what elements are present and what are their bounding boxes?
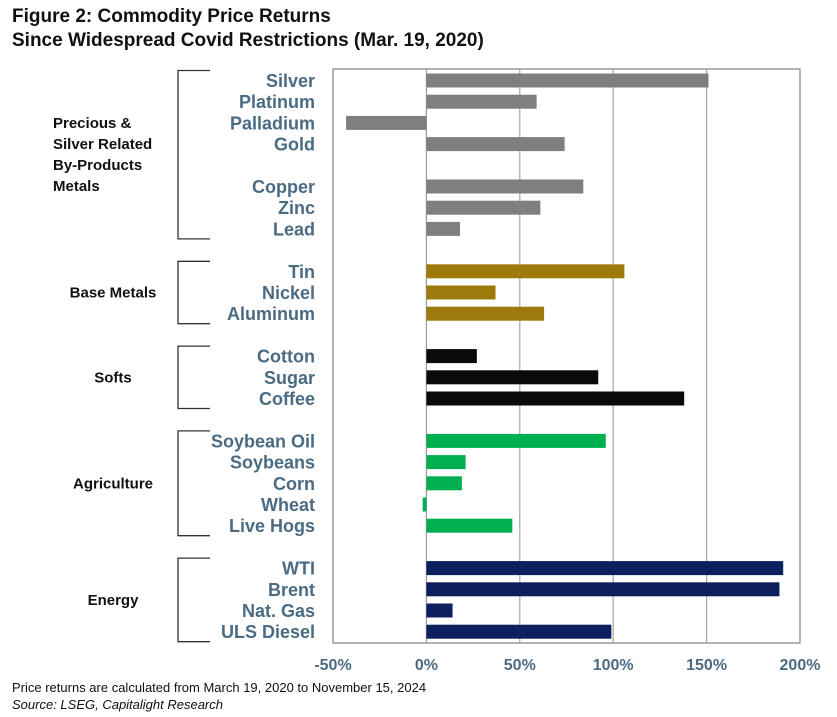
category-label: Corn	[273, 474, 315, 494]
category-label: Lead	[273, 219, 315, 239]
bar	[426, 391, 685, 406]
group-label-line: Metals	[53, 178, 100, 195]
chart-subtitle: Since Widespread Covid Restrictions (Mar…	[12, 30, 484, 51]
category-label: Tin	[288, 262, 315, 282]
category-label: Coffee	[259, 389, 315, 409]
x-tick-label: 150%	[686, 657, 727, 674]
bar	[426, 518, 513, 533]
group-label-line: Precious &	[53, 115, 132, 132]
group-label-line: By-Products	[53, 157, 142, 174]
bar	[426, 285, 496, 300]
group-label: Softs	[94, 369, 132, 386]
group-label-line: Agriculture	[73, 475, 153, 492]
group-label-line: Energy	[88, 592, 140, 609]
bar	[426, 370, 599, 385]
group-bracket	[177, 430, 210, 537]
footnote: Price returns are calculated from March …	[12, 680, 427, 695]
category-label: Nat. Gas	[242, 601, 315, 621]
category-label: Palladium	[230, 113, 315, 133]
group-label-line: Base Metals	[70, 285, 157, 302]
bar	[426, 603, 453, 618]
group-label: Energy	[88, 592, 140, 609]
x-tick-label: 50%	[504, 657, 536, 674]
category-label: Gold	[274, 135, 315, 155]
bar	[426, 455, 466, 470]
group-label: Agriculture	[73, 475, 153, 492]
x-tick-label: 200%	[780, 657, 821, 674]
category-label: Aluminum	[227, 304, 315, 324]
bar	[426, 349, 477, 364]
bar	[426, 433, 606, 448]
category-label: Soybean Oil	[211, 431, 315, 451]
bar	[426, 73, 709, 88]
category-label: Zinc	[278, 198, 315, 218]
bar	[426, 200, 541, 215]
bar	[426, 137, 565, 152]
x-tick-label: 100%	[593, 657, 634, 674]
category-label: Soybeans	[230, 453, 315, 473]
bar	[426, 476, 462, 491]
category-label: Cotton	[257, 347, 315, 367]
group-bracket	[177, 345, 210, 410]
category-label: Wheat	[261, 495, 315, 515]
group-bracket	[177, 69, 210, 240]
category-label: Nickel	[262, 283, 315, 303]
bar	[346, 115, 427, 130]
category-label: Live Hogs	[229, 516, 315, 536]
group-label-line: Softs	[94, 369, 132, 386]
bar	[426, 561, 784, 576]
plot-frame	[332, 68, 801, 644]
category-label: WTI	[282, 559, 315, 579]
category-label: ULS Diesel	[221, 622, 315, 642]
category-label: Silver	[266, 71, 315, 91]
bar	[426, 624, 612, 639]
bar	[426, 179, 584, 194]
bar	[426, 94, 537, 109]
group-bracket	[177, 557, 210, 643]
category-label: Platinum	[239, 92, 315, 112]
chart-title: Figure 2: Commodity Price Returns	[12, 6, 331, 27]
category-label: Sugar	[264, 368, 315, 388]
bar	[426, 221, 461, 236]
x-tick-label: 0%	[415, 657, 438, 674]
category-label: Copper	[252, 177, 315, 197]
bar	[426, 306, 545, 321]
bar	[422, 497, 427, 512]
group-bracket	[177, 260, 210, 325]
bar	[426, 582, 780, 597]
bar	[426, 264, 625, 279]
category-label: Brent	[268, 580, 315, 600]
group-label: Precious & Silver Related By-Products Metal…	[53, 115, 152, 195]
group-label: Base Metals	[70, 285, 157, 302]
source-note: Source: LSEG, Capitalight Research	[12, 697, 223, 712]
x-tick-label: -50%	[314, 657, 351, 674]
group-label-line: Silver Related	[53, 136, 152, 153]
